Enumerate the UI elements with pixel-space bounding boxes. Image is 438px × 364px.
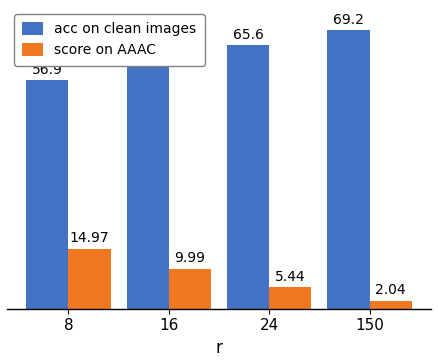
Bar	[127, 53, 169, 309]
Text: 2.04: 2.04	[375, 283, 406, 297]
Bar	[169, 269, 211, 309]
Bar	[269, 287, 311, 309]
Text: 63.6: 63.6	[132, 36, 163, 50]
X-axis label: r: r	[215, 339, 223, 357]
Bar	[227, 45, 269, 309]
Legend: acc on clean images, score on AAAC: acc on clean images, score on AAAC	[14, 14, 205, 66]
Bar	[26, 80, 68, 309]
Text: 56.9: 56.9	[32, 63, 63, 76]
Text: 14.97: 14.97	[70, 231, 110, 245]
Text: 5.44: 5.44	[275, 270, 306, 284]
Text: 69.2: 69.2	[333, 13, 364, 27]
Text: 65.6: 65.6	[233, 28, 264, 41]
Text: 9.99: 9.99	[174, 252, 205, 265]
Bar	[68, 249, 110, 309]
Bar	[328, 30, 370, 309]
Bar	[370, 301, 412, 309]
